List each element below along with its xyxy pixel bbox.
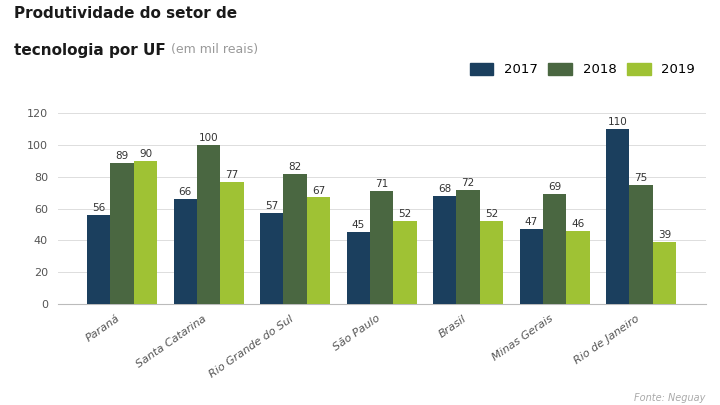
Text: 68: 68: [438, 184, 451, 194]
Bar: [346, 232, 370, 304]
Bar: [174, 199, 197, 304]
Text: 66: 66: [179, 187, 192, 197]
Bar: [260, 213, 284, 304]
Text: 72: 72: [462, 178, 474, 188]
Text: 82: 82: [289, 162, 302, 172]
Bar: [629, 185, 653, 304]
Text: tecnologia por UF: tecnologia por UF: [14, 43, 166, 58]
Text: 100: 100: [199, 133, 218, 143]
Bar: [197, 145, 220, 304]
Text: 57: 57: [265, 201, 279, 211]
Text: 67: 67: [312, 185, 325, 196]
Text: (em mil reais): (em mil reais): [167, 43, 258, 55]
Text: 71: 71: [375, 179, 388, 189]
Text: 75: 75: [634, 173, 648, 183]
Text: 69: 69: [548, 182, 561, 192]
Text: 46: 46: [572, 219, 585, 229]
Bar: [567, 231, 590, 304]
Text: Produtividade do setor de: Produtividade do setor de: [14, 6, 238, 21]
Bar: [543, 194, 567, 304]
Text: 110: 110: [608, 117, 628, 127]
Bar: [110, 162, 134, 304]
Bar: [433, 196, 456, 304]
Text: 77: 77: [225, 170, 238, 180]
Bar: [87, 215, 110, 304]
Legend: 2017, 2018, 2019: 2017, 2018, 2019: [466, 59, 699, 81]
Text: Fonte: Neguay: Fonte: Neguay: [634, 393, 706, 403]
Text: 89: 89: [115, 151, 129, 161]
Text: 90: 90: [139, 149, 152, 159]
Bar: [307, 198, 330, 304]
Bar: [370, 191, 393, 304]
Bar: [480, 221, 503, 304]
Bar: [284, 174, 307, 304]
Text: 39: 39: [658, 230, 671, 240]
Text: 52: 52: [398, 209, 412, 220]
Bar: [393, 221, 417, 304]
Bar: [653, 242, 676, 304]
Bar: [220, 181, 243, 304]
Text: 47: 47: [525, 217, 538, 227]
Text: 56: 56: [92, 203, 105, 213]
Text: 45: 45: [351, 220, 365, 230]
Bar: [520, 229, 543, 304]
Bar: [134, 161, 157, 304]
Text: 52: 52: [485, 209, 498, 220]
Bar: [456, 190, 480, 304]
Bar: [606, 129, 629, 304]
